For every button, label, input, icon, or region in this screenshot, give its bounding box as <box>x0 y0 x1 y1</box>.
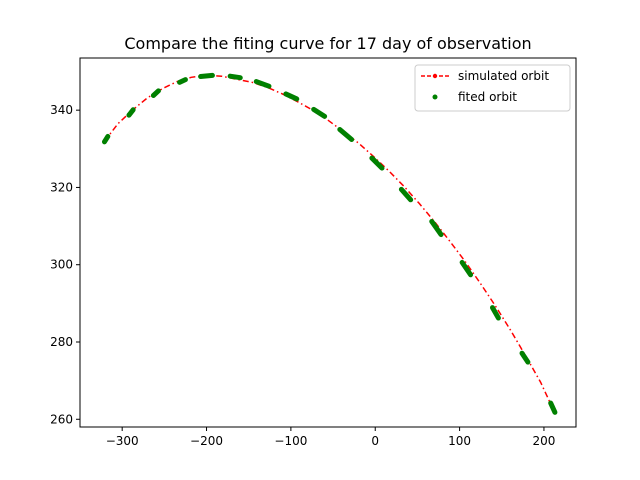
y-axis: 260 280 300 320 340 <box>50 103 80 426</box>
plot-dots <box>101 72 558 415</box>
fitted-orbit-segment <box>101 133 111 145</box>
legend-simulated-label: simulated orbit <box>458 69 549 83</box>
fitted-orbit-segment <box>126 107 136 118</box>
x-tick-label: −300 <box>106 434 139 448</box>
legend-simulated-marker <box>432 73 438 79</box>
fitted-orbit-segment <box>311 106 328 119</box>
chart-title: Compare the fiting curve for 17 day of o… <box>124 34 531 53</box>
fitted-orbit-segment <box>150 88 161 98</box>
fitted-orbit-segment <box>489 305 501 321</box>
fitted-orbit-segment <box>429 218 444 238</box>
fitted-orbit-segment <box>227 73 243 81</box>
fitted-orbit-segment <box>459 259 474 278</box>
fitted-orbit-segment <box>177 77 188 85</box>
legend-fitted-marker <box>432 94 438 100</box>
y-tick-label: 260 <box>50 412 73 426</box>
legend: simulated orbit fited orbit <box>414 64 571 112</box>
fitted-orbit-segment <box>398 186 414 203</box>
fitted-orbit-segment <box>253 79 272 89</box>
simulated-orbit-line <box>103 74 554 409</box>
y-tick-label: 320 <box>50 180 73 194</box>
y-tick-label: 280 <box>50 335 73 349</box>
x-tick-label: 100 <box>448 434 471 448</box>
fitted-orbit-segment <box>519 350 531 365</box>
fitted-orbit-segment <box>198 72 215 80</box>
fitted-orbit-segment <box>283 91 300 102</box>
fitted-orbit-segment <box>337 126 355 143</box>
x-tick-label: −100 <box>274 434 307 448</box>
x-tick-label: 0 <box>371 434 379 448</box>
plot-frame <box>79 57 577 428</box>
y-tick-label: 340 <box>50 103 73 117</box>
plot-lines <box>103 74 554 409</box>
fitted-orbit-segment <box>548 400 558 415</box>
legend-fitted-label: fited orbit <box>458 90 517 104</box>
legend-box <box>414 64 571 112</box>
y-tick-label: 300 <box>50 258 73 272</box>
fitted-orbit-segment <box>369 155 385 171</box>
x-axis: −300 −200 −100 0 100 200 <box>106 427 555 448</box>
x-tick-label: −200 <box>190 434 223 448</box>
x-tick-label: 200 <box>532 434 555 448</box>
